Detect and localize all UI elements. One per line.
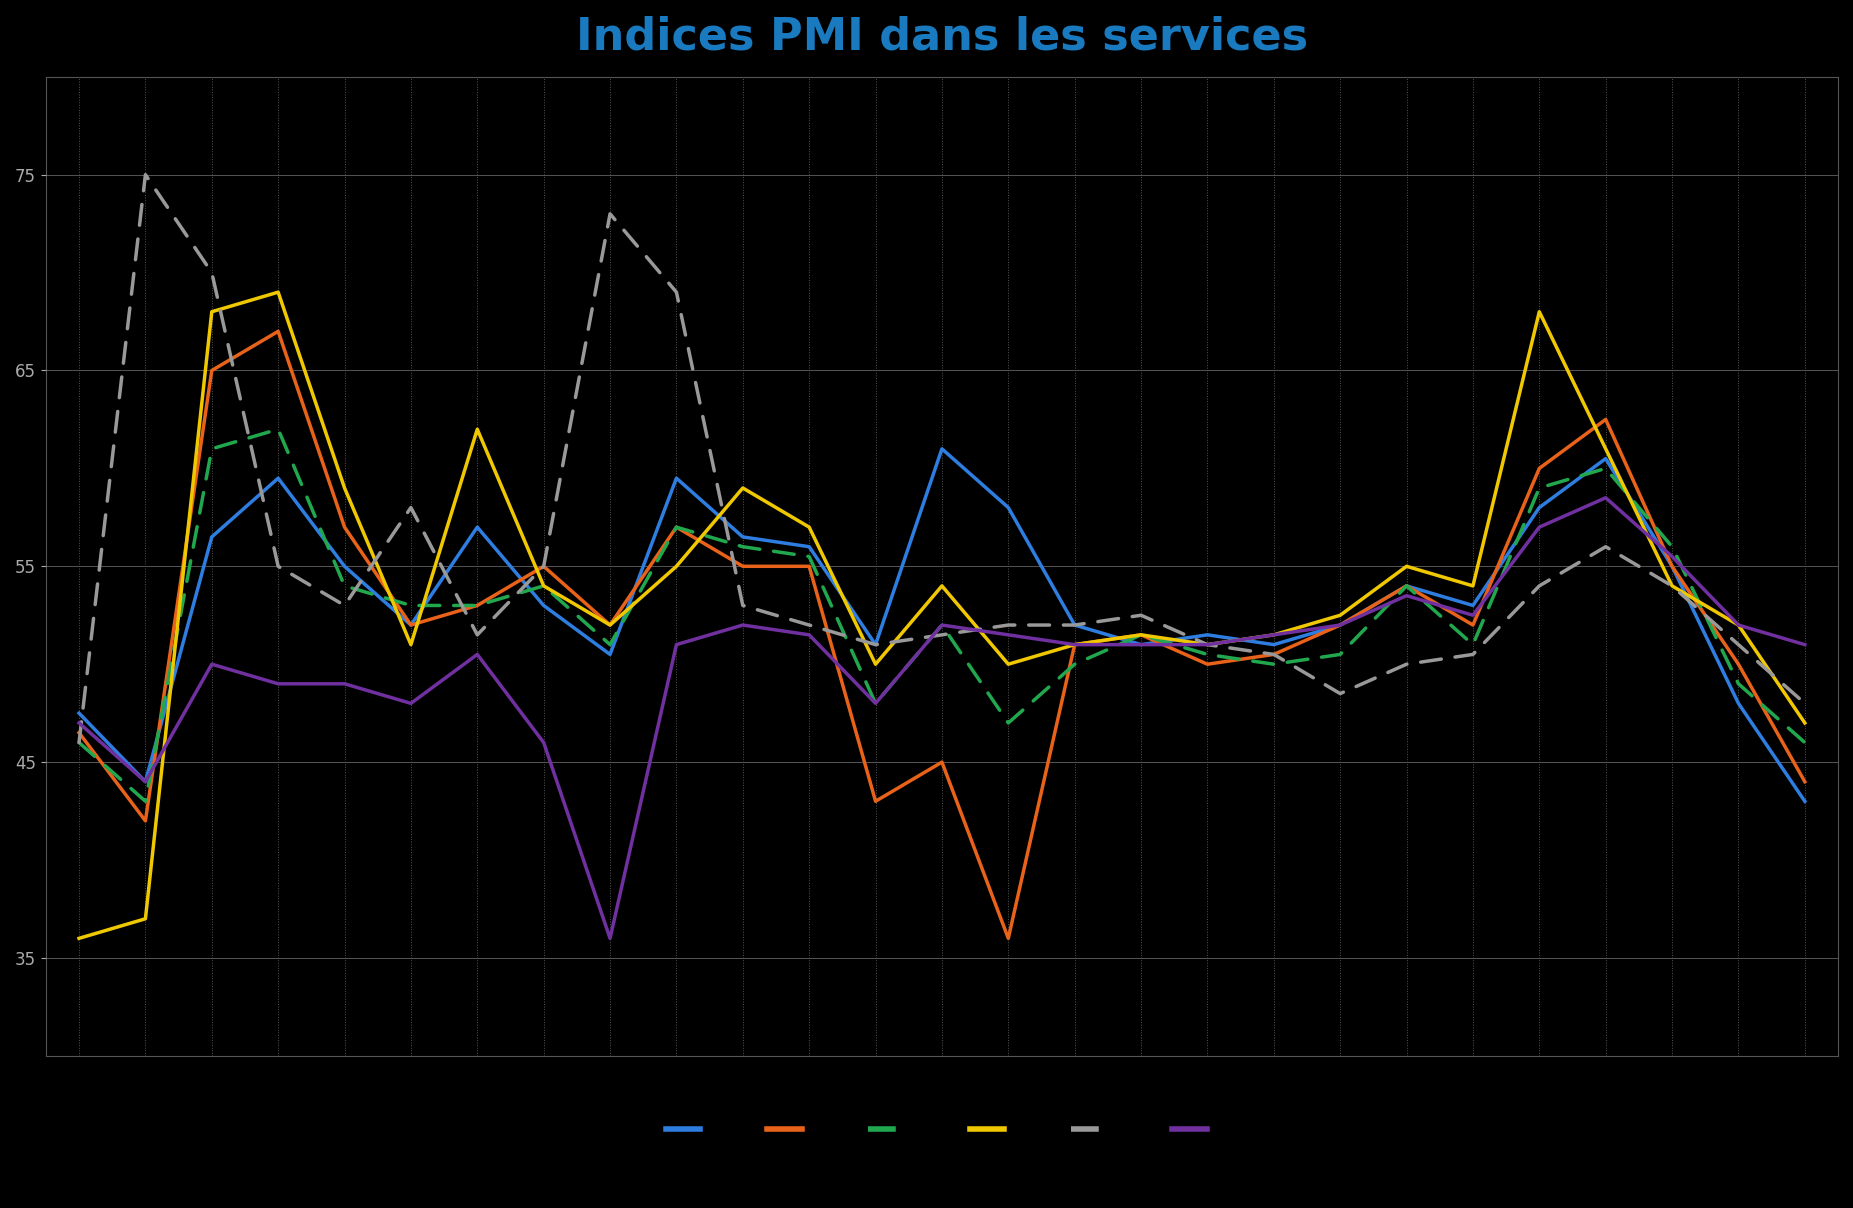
Legend: , , , , , : , , , , ,: [665, 1123, 1217, 1137]
Title: Indices PMI dans les services: Indices PMI dans les services: [576, 14, 1308, 58]
